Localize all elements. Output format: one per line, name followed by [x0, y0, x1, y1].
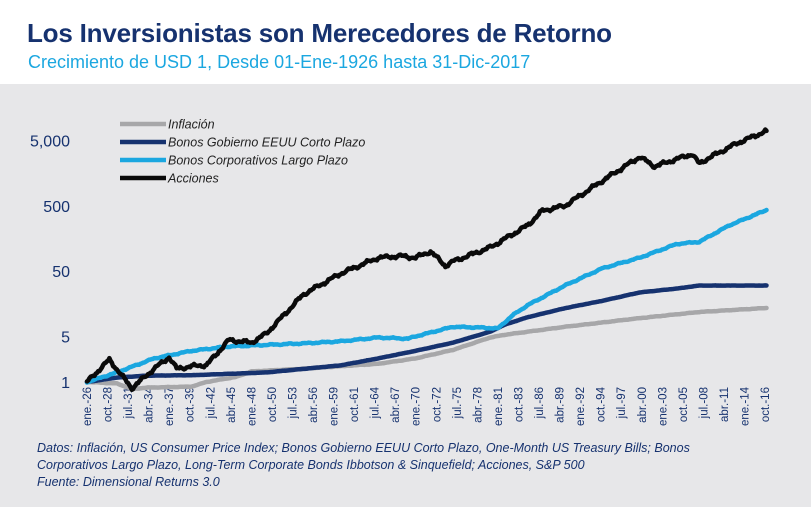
note-line-2: Corporativos Largo Plazo, Long-Term Corp…	[37, 458, 585, 472]
legend-label: Bonos Gobierno EEUU Corto Plazo	[168, 136, 365, 150]
x-tick-label: ene.-92	[575, 387, 587, 426]
x-tick-label: oct.-28	[103, 387, 115, 422]
chart-subtitle: Crecimiento de USD 1, Desde 01-Ene-1926 …	[28, 52, 531, 72]
x-tick-label: ene.-26	[82, 387, 94, 426]
x-tick-label: abr.-11	[719, 387, 731, 422]
series-line-bonos-corporativos	[84, 207, 769, 385]
x-tick-label: oct.-83	[513, 387, 525, 422]
x-tick-label: ene.-14	[739, 386, 751, 426]
x-tick-label: oct.-50	[267, 387, 279, 422]
y-tick-label: 1	[61, 375, 70, 392]
growth-chart: 1 5 50 500 5,000 ene.-26 oct.-28 jul.-31 abr.-34…	[30, 118, 772, 427]
y-tick-label: 5,000	[30, 133, 70, 150]
series-line-acciones	[84, 127, 769, 393]
x-tick-label: jul.-86	[534, 387, 546, 419]
x-tick-label: abr.-45	[226, 387, 238, 423]
x-tick-label: jul.-31	[123, 387, 135, 419]
x-tick-label: oct.-16	[760, 387, 772, 422]
y-tick-label: 500	[43, 199, 70, 216]
note-line-1: Datos: Inflación, US Consumer Price Inde…	[37, 441, 690, 455]
x-tick-label: oct.-39	[185, 387, 197, 422]
x-tick-label: oct.-61	[349, 387, 361, 422]
x-tick-label: ene.-03	[657, 387, 669, 426]
x-tick-label: abr.-56	[308, 387, 320, 423]
series-line-inflacion	[84, 305, 769, 392]
x-tick-label: ene.-59	[329, 387, 341, 426]
chart-title: Los Inversionistas son Merecedores de Re…	[27, 18, 612, 48]
x-tick-label: oct.-72	[431, 387, 443, 422]
x-tick-label: ene.-70	[411, 387, 423, 426]
x-tick-label: abr.-78	[472, 387, 484, 423]
x-tick-label: jul.-08	[698, 387, 710, 419]
note-line-3: Fuente: Dimensional Returns 3.0	[37, 475, 220, 489]
x-tick-label: ene.-37	[164, 387, 176, 426]
series-line-bonos-gobierno	[84, 283, 769, 385]
x-tick-label: ene.-81	[493, 387, 505, 426]
data-sources-note: Datos: Inflación, US Consumer Price Inde…	[37, 440, 797, 491]
x-tick-label: ene.-48	[246, 387, 258, 426]
x-tick-label: jul.-64	[370, 386, 382, 419]
x-tick-label: abr.-34	[144, 386, 156, 422]
x-tick-label: jul.-53	[287, 387, 299, 419]
legend-label: Acciones	[167, 172, 219, 186]
x-tick-label: jul.-42	[205, 387, 217, 419]
legend-label: Inflación	[168, 118, 215, 132]
chart-panel	[0, 84, 811, 507]
y-tick-label: 50	[52, 264, 70, 281]
x-tick-label: oct.-94	[596, 386, 608, 422]
y-tick-label: 5	[61, 329, 70, 346]
x-tick-label: jul.-97	[616, 387, 628, 419]
x-tick-label: abr.-89	[555, 387, 567, 423]
x-tick-label: abr.-67	[390, 387, 402, 423]
x-tick-label: jul.-75	[452, 387, 464, 419]
legend-label: Bonos Corporativos Largo Plazo	[168, 154, 348, 168]
x-tick-label: oct.-05	[678, 387, 690, 422]
x-tick-label: abr.-00	[637, 387, 649, 423]
